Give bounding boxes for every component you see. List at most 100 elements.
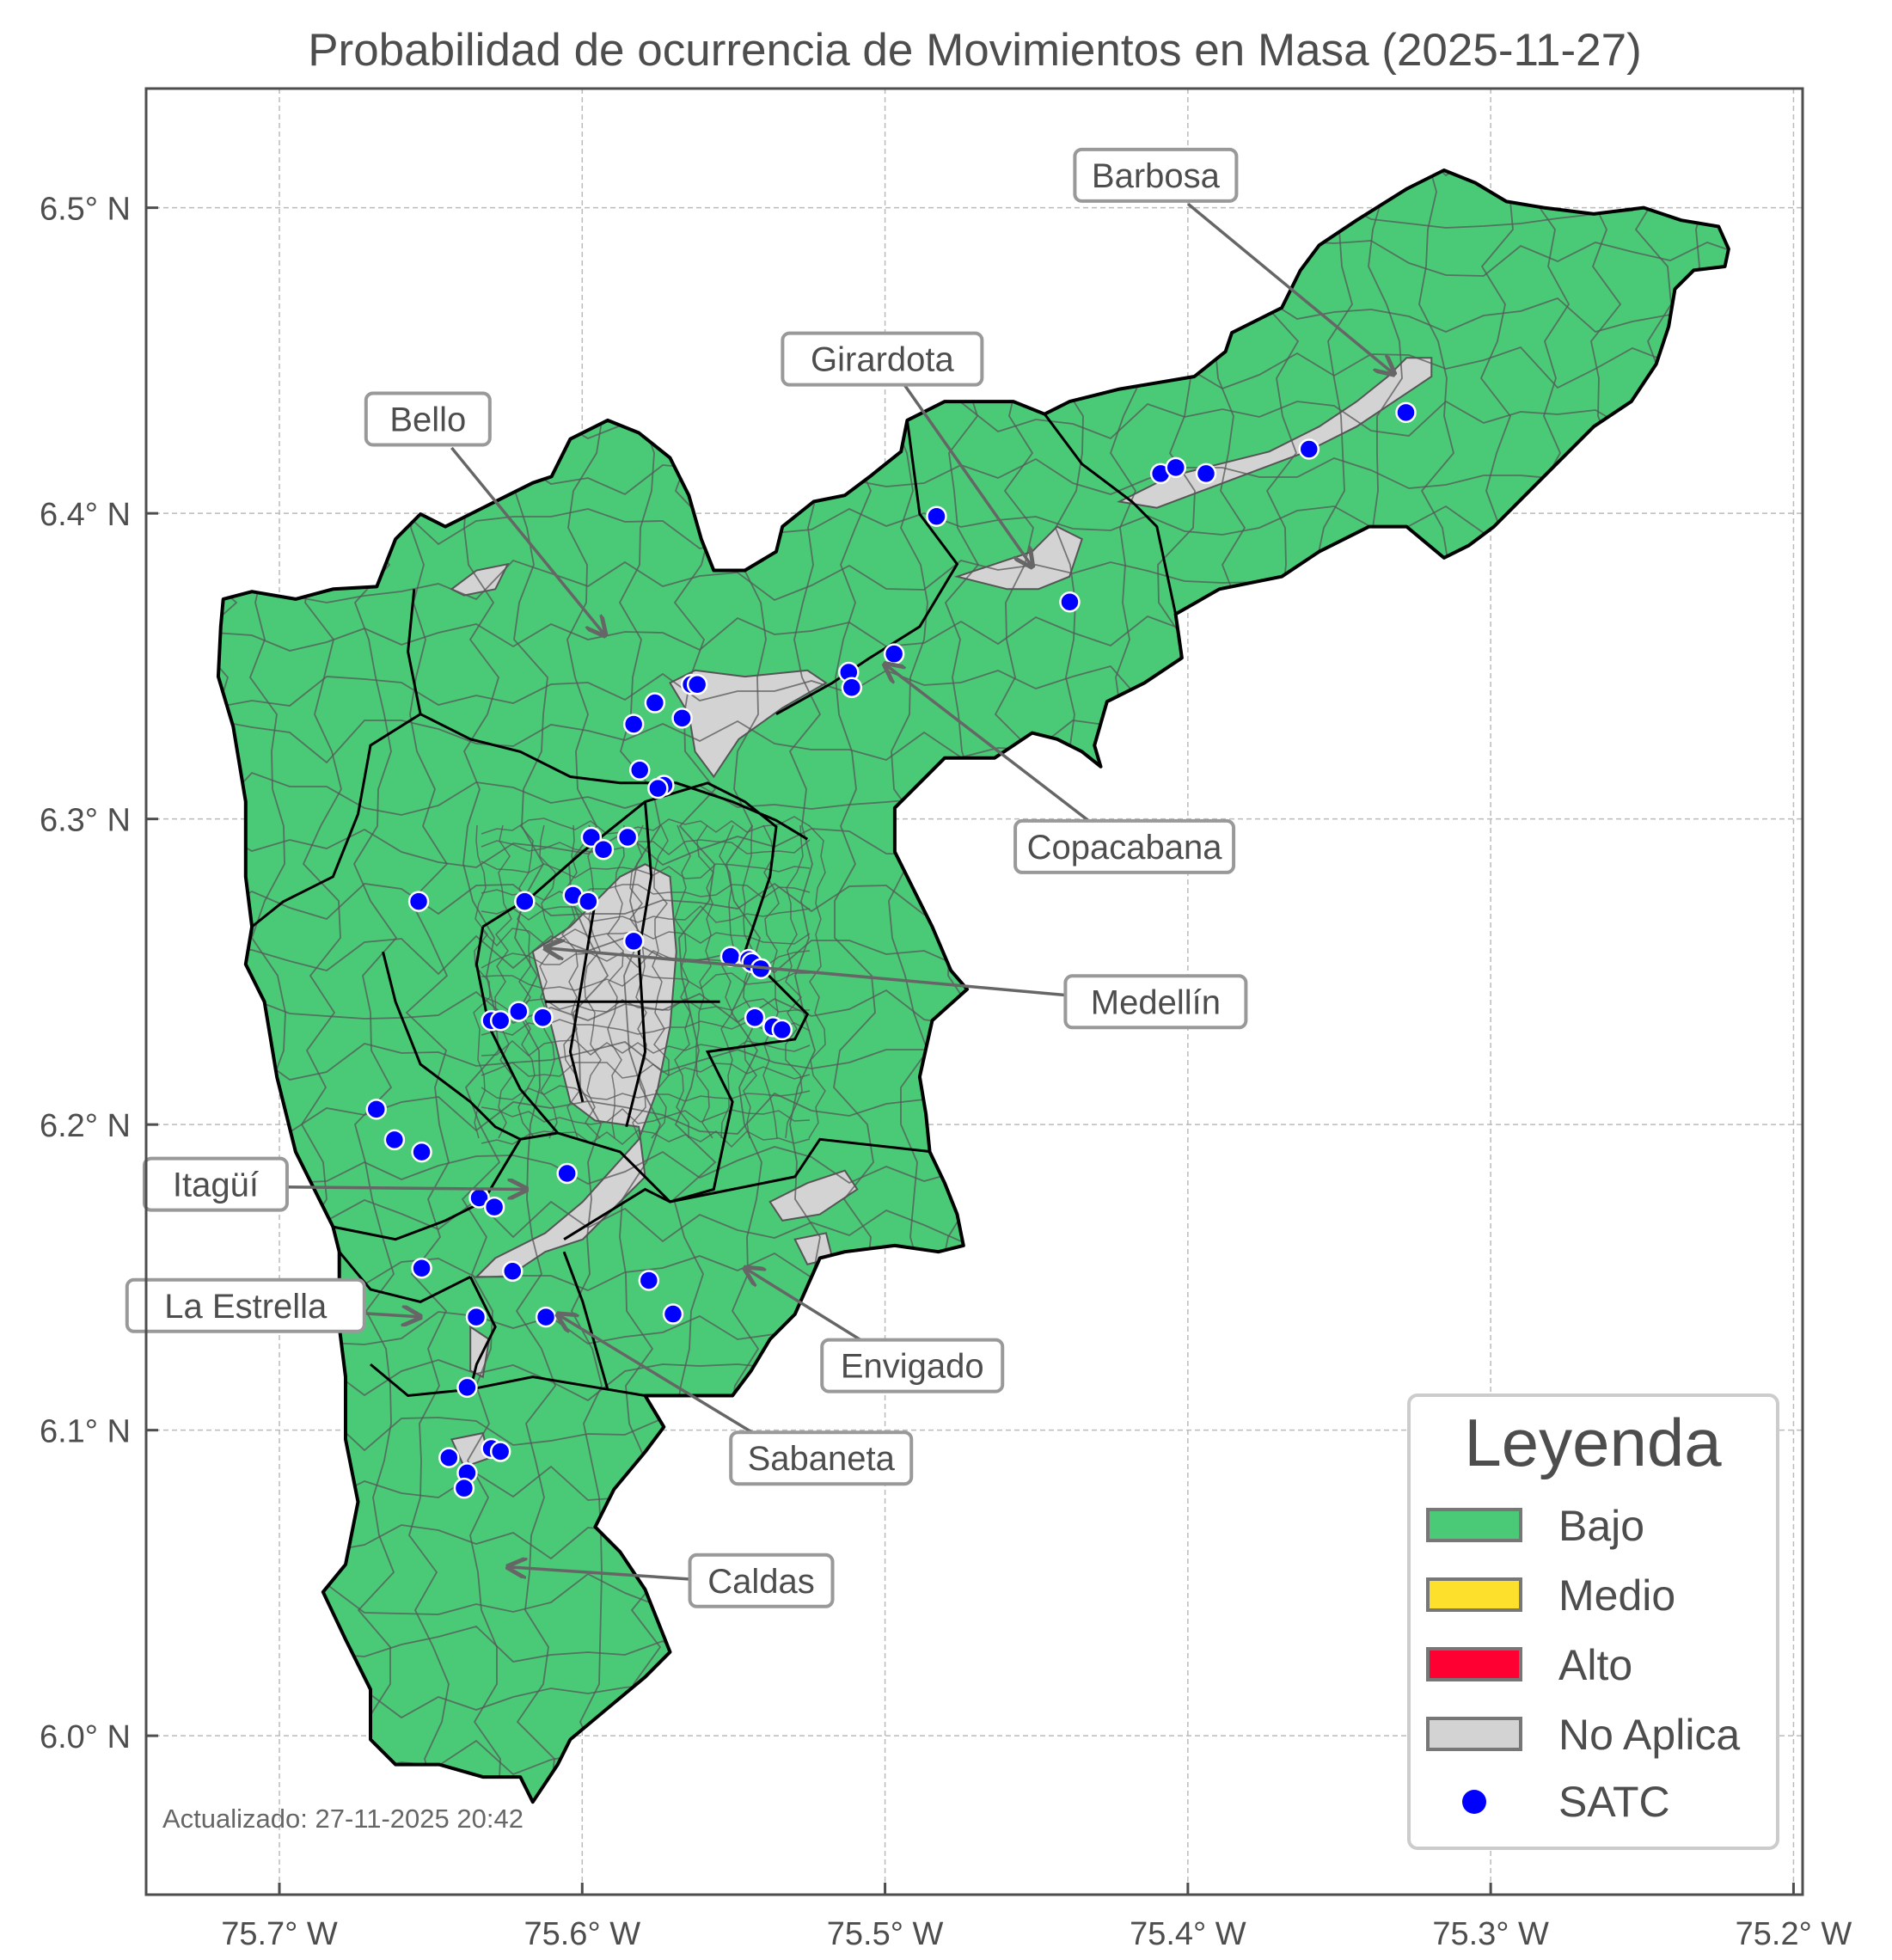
annotation-label-medellin: Medellín [1063, 974, 1248, 1030]
satc-station-point[interactable] [508, 1001, 530, 1022]
annotation-box [125, 1277, 366, 1333]
satc-station-point[interactable] [411, 1141, 432, 1163]
satc-station-point[interactable] [592, 838, 615, 861]
vereda-border [785, 824, 804, 1139]
vereda-border [607, 824, 625, 1139]
annotation-arrow-barbosa [1187, 202, 1394, 374]
satc-station-point[interactable] [628, 759, 651, 781]
annotation-arrow-medellin [545, 948, 1070, 997]
annotation-text: Medellín [1091, 983, 1221, 1021]
satc-station-point[interactable] [638, 1270, 660, 1291]
municipality-border [333, 1131, 559, 1241]
annotation-arrow-caldas [508, 1567, 695, 1582]
satc-station-point[interactable] [1395, 401, 1417, 424]
vereda-border [481, 839, 811, 855]
axis-ticks: 75.7° W 75.6° W 75.5° W 75.4° W 75.3° W 75.2°… [40, 192, 1852, 1952]
vereda-border [481, 816, 811, 835]
y-tick-label: 6.5° N [40, 192, 131, 228]
annotation-box [688, 1553, 835, 1608]
no-aplica-area [450, 562, 510, 597]
satc-station-point[interactable] [514, 891, 536, 912]
satc-station-point[interactable] [883, 643, 905, 665]
vereda-border [695, 824, 714, 1139]
vereda-border [742, 824, 757, 1139]
municipality-border [382, 951, 521, 1141]
satc-station-point[interactable] [1059, 591, 1081, 613]
municipality-border [468, 1276, 497, 1390]
legend-swatch-alto [1426, 1647, 1522, 1681]
annotation-text: La Estrella [164, 1288, 328, 1326]
satc-station-point[interactable] [383, 1129, 406, 1151]
satc-station-point[interactable] [841, 677, 863, 699]
vereda-border [473, 824, 491, 1139]
satc-station-point[interactable] [453, 1477, 475, 1499]
annotation-arrow-sabaneta [558, 1314, 765, 1441]
legend-title: Leyenda [1464, 1405, 1722, 1480]
satc-station-point[interactable] [365, 1099, 387, 1120]
satc-station-point[interactable] [465, 1306, 487, 1328]
satc-station-point[interactable] [671, 707, 693, 729]
map-layer [216, 168, 1730, 1804]
satc-station-point[interactable] [686, 673, 708, 695]
satc-station-point[interactable] [616, 826, 639, 848]
satc-station-point[interactable] [578, 891, 599, 912]
vereda-border [217, 170, 1729, 177]
annotation-text: Bello [389, 401, 466, 438]
satc-station-point[interactable] [644, 692, 666, 714]
annotation-box [729, 1430, 914, 1486]
satc-station-point[interactable] [1195, 462, 1217, 485]
municipality-border [568, 901, 597, 1103]
vereda-border [481, 1062, 811, 1080]
vereda-border [651, 824, 670, 1139]
updated-timestamp: Actualizado: 27-11-2025 20:42 [162, 1804, 524, 1834]
satc-station-point[interactable] [1298, 438, 1320, 460]
satc-station-point[interactable] [744, 1007, 766, 1028]
annotation-box [781, 331, 984, 387]
legend: Leyenda Bajo Medio Alto No Aplica SATC [1407, 1393, 1779, 1850]
no-aplica-area [669, 669, 828, 779]
satc-station-point[interactable] [532, 1007, 554, 1028]
no-aplica-area [768, 1169, 859, 1222]
annotation-label-bello: Bello [364, 391, 492, 447]
annotation-box [364, 391, 492, 447]
satc-points [365, 401, 1417, 1499]
satc-station-point[interactable] [489, 1010, 511, 1032]
vereda-border [517, 824, 536, 1139]
vereda-border [481, 861, 811, 879]
satc-station-point[interactable] [647, 777, 669, 799]
satc-station-point[interactable] [771, 1019, 793, 1041]
vereda-border [584, 824, 602, 1139]
annotation-box [1063, 974, 1248, 1030]
satc-station-point[interactable] [926, 505, 947, 527]
satc-station-point[interactable] [622, 714, 645, 735]
satc-station-point[interactable] [483, 1196, 505, 1218]
satc-station-point[interactable] [556, 1162, 578, 1185]
annotation-text: Envigado [841, 1348, 984, 1386]
annotation-label-barbosa: Barbosa [1073, 147, 1239, 203]
satc-station-point[interactable] [456, 1376, 478, 1399]
legend-label-alto: Alto [1558, 1641, 1632, 1689]
satc-station-point[interactable] [407, 891, 430, 912]
satc-station-point[interactable] [1165, 456, 1187, 479]
legend-label-medio: Medio [1558, 1571, 1675, 1620]
vereda-border [481, 972, 810, 991]
vereda-border [481, 1130, 811, 1148]
municipality-border [370, 1363, 646, 1398]
annotation-text: Caldas [707, 1563, 815, 1601]
vereda-border [481, 1106, 811, 1125]
satc-station-point[interactable] [622, 930, 645, 952]
region-outline [216, 168, 1730, 1804]
satc-station-point[interactable] [502, 1260, 524, 1283]
annotation-box [142, 1156, 289, 1212]
y-tick-label: 6.0° N [40, 1719, 131, 1755]
x-tick-label: 75.4° W [1130, 1916, 1246, 1952]
annotation-arrow-envigado [745, 1268, 871, 1347]
satc-station-point[interactable] [411, 1257, 432, 1279]
plot-frame [144, 87, 1804, 1896]
satc-station-point[interactable] [438, 1447, 460, 1468]
annotation-label-copacabana: Copacabana [1013, 818, 1236, 874]
annotation-text: Barbosa [1092, 157, 1221, 195]
satc-station-point[interactable] [489, 1441, 511, 1462]
satc-station-point[interactable] [662, 1303, 684, 1325]
satc-station-point[interactable] [535, 1306, 557, 1328]
